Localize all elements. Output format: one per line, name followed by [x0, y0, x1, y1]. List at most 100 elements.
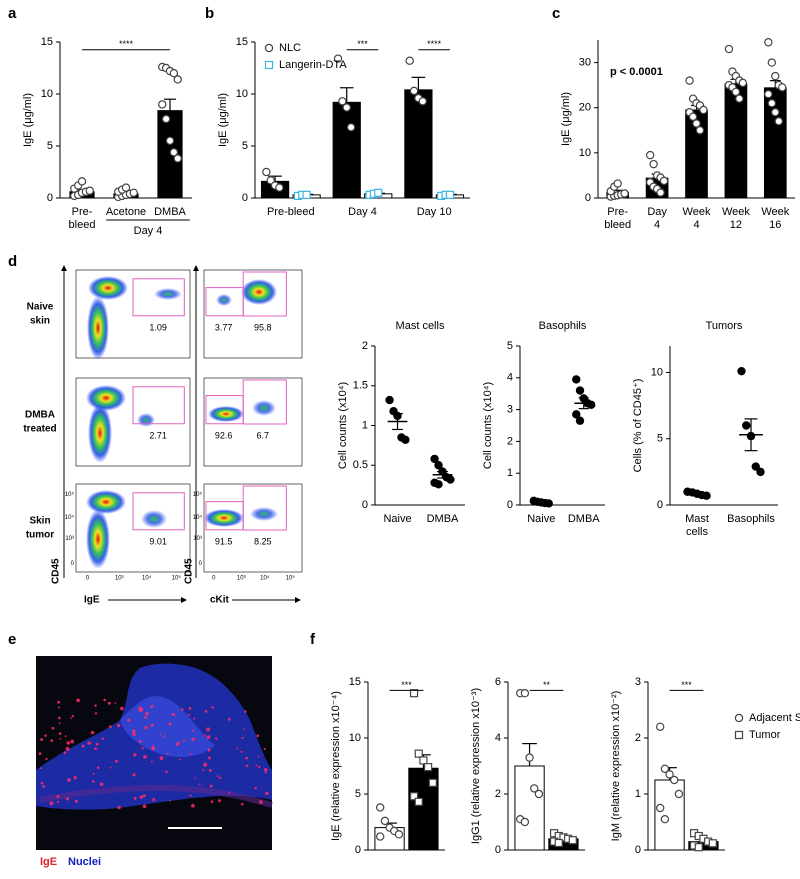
- signal-dot: [94, 712, 98, 715]
- signal-dot: [131, 729, 136, 734]
- y-axis-label: IgM (relative expression x10⁻²): [610, 691, 622, 842]
- significance-label: ****: [427, 39, 442, 49]
- significance-label: ****: [119, 39, 134, 49]
- y-tick-label: 4: [495, 732, 501, 744]
- y-tick-label: 10: [579, 147, 591, 159]
- signal-dot: [257, 755, 260, 758]
- signal-dot: [218, 799, 221, 803]
- y-axis-label: IgE (μg/ml): [22, 93, 34, 147]
- annotation: p < 0.0001: [610, 66, 663, 78]
- density: [88, 276, 128, 300]
- signal-dot: [38, 752, 42, 755]
- y-tick-label: 0: [507, 499, 513, 511]
- signal-dot: [95, 742, 99, 746]
- x-tick-label: Pre-bleed: [267, 206, 315, 218]
- signal-dot: [91, 780, 95, 783]
- legend-label: Langerin-DTA: [279, 59, 347, 71]
- density: [137, 413, 155, 427]
- signal-dot: [211, 706, 214, 709]
- signal-dot: [70, 739, 75, 744]
- data-point: [333, 54, 343, 63]
- data-point: [520, 817, 530, 827]
- signal-dot: [256, 734, 260, 738]
- signal-dot: [65, 797, 70, 801]
- signal-dot: [258, 800, 263, 804]
- data-point: [685, 76, 694, 85]
- signal-dot: [187, 713, 190, 717]
- signal-dot: [193, 717, 196, 720]
- signal-dot: [258, 765, 261, 769]
- x-tick-label: 4: [693, 219, 699, 231]
- signal-dot: [90, 730, 95, 735]
- signal-dot: [152, 745, 155, 748]
- y-tick-label: 0: [585, 192, 591, 204]
- micrograph: [36, 656, 273, 850]
- tick-label: 10⁴: [193, 514, 203, 521]
- gate-value: 2.71: [149, 430, 167, 440]
- y-tick-label: 1: [507, 467, 513, 479]
- x-tick-label: Pre-: [72, 206, 93, 218]
- tick-label: 10⁵: [65, 491, 75, 498]
- chart-title: Mast cells: [396, 320, 445, 332]
- y-tick-label: 1.5: [353, 380, 368, 392]
- panel-label: d: [8, 253, 17, 270]
- y-tick-label: 2: [362, 340, 368, 352]
- y-tick-label: 0: [242, 192, 248, 204]
- signal-dot: [76, 698, 80, 703]
- data-point: [645, 150, 655, 160]
- bar: [332, 101, 361, 199]
- signal-dot: [159, 733, 162, 736]
- signal-dot: [208, 756, 211, 760]
- significance-label: ***: [681, 680, 692, 690]
- signal-dot: [144, 715, 147, 719]
- y-tick-label: 0: [362, 499, 368, 511]
- y-tick-label: 1: [635, 788, 641, 800]
- signal-dot: [166, 752, 169, 755]
- y-tick-label: 0: [635, 844, 641, 856]
- signal-dot: [90, 742, 92, 744]
- data-point: [764, 89, 773, 99]
- chart-title: Basophils: [539, 320, 587, 332]
- signal-dot: [150, 723, 154, 727]
- data-point: [774, 117, 783, 126]
- x-tick-label: Acetone: [106, 206, 146, 218]
- signal-dot: [264, 771, 267, 774]
- data-point: [554, 838, 563, 848]
- data-point: [264, 60, 274, 70]
- signal-dot: [64, 735, 67, 738]
- micrograph-label: IgE: [40, 856, 57, 868]
- density: [241, 279, 277, 305]
- signal-dot: [265, 791, 269, 796]
- x-tick-label: DMBA: [427, 513, 459, 525]
- x-tick-label: Week: [683, 206, 711, 218]
- signal-dot: [63, 751, 67, 754]
- data-point: [702, 491, 711, 500]
- y-tick-label: 5: [355, 788, 361, 800]
- signal-dot: [194, 776, 197, 779]
- y-tick-label: 10: [41, 88, 53, 100]
- y-tick-label: 2: [635, 732, 641, 744]
- y-tick-label: 15: [236, 36, 248, 48]
- y-tick-label: 5: [507, 340, 513, 352]
- tick-label: 10⁴: [65, 514, 75, 521]
- tick-label: 0: [199, 561, 203, 567]
- density: [141, 510, 167, 528]
- signal-dot: [171, 712, 176, 717]
- data-point: [446, 475, 455, 484]
- data-point: [525, 753, 534, 762]
- signal-dot: [132, 773, 136, 777]
- x-tick-label: Day: [647, 206, 667, 218]
- signal-dot: [169, 799, 171, 802]
- gate: [132, 386, 185, 425]
- signal-dot: [189, 753, 192, 755]
- micrograph-signal: [38, 698, 269, 810]
- signal-dot: [57, 800, 60, 803]
- signal-dot: [179, 758, 181, 761]
- data-point: [520, 689, 530, 698]
- data-point: [129, 188, 138, 197]
- legend-label: Adjacent Skin: [749, 712, 800, 724]
- signal-dot: [182, 739, 185, 742]
- signal-dot: [228, 791, 231, 794]
- data-point: [767, 98, 777, 108]
- data-point: [121, 183, 131, 192]
